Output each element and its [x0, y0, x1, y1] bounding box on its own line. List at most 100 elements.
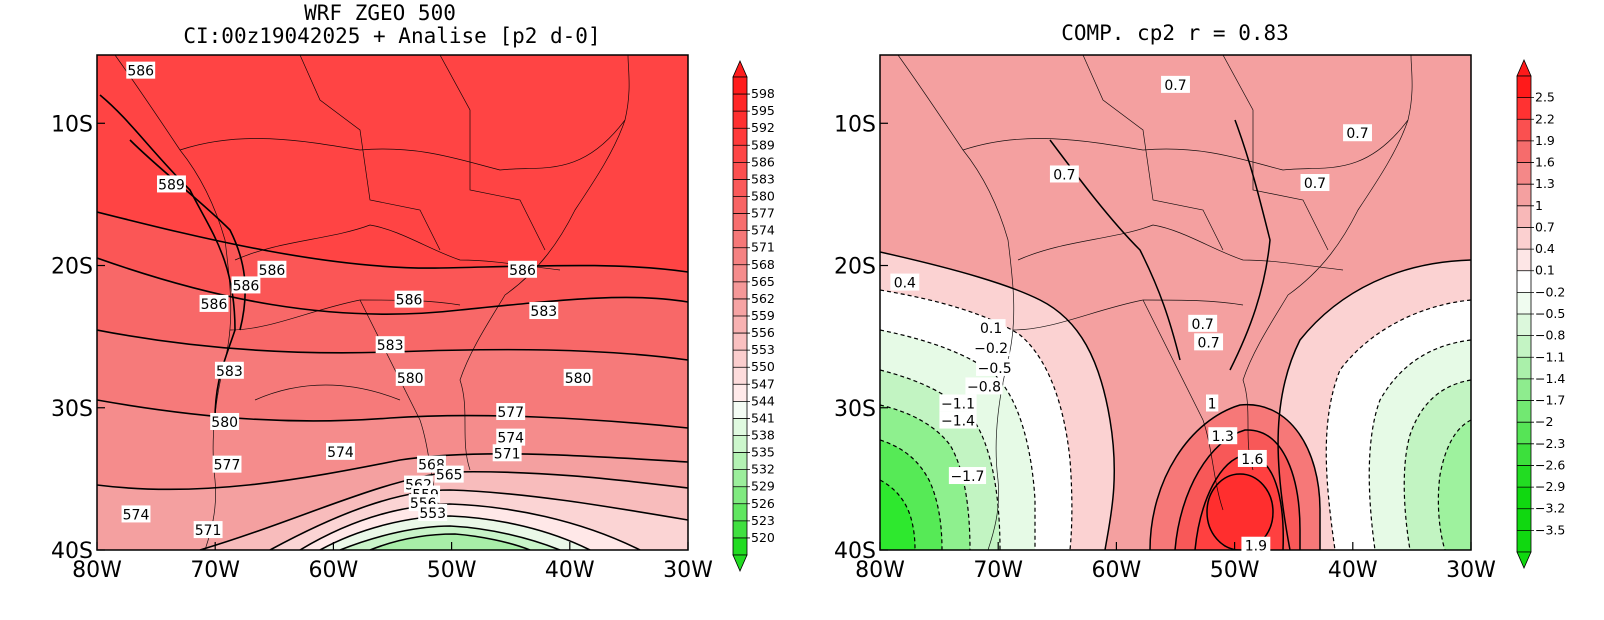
colorbar-bottom-arrow	[732, 554, 748, 572]
contour-label-box	[563, 368, 593, 386]
contour-label: 553	[418, 504, 448, 522]
colorbar-segment	[1517, 162, 1531, 185]
colorbar-segment	[1517, 530, 1531, 553]
contour-label-box	[529, 302, 559, 320]
contour-label-text: 586	[396, 293, 423, 309]
contour-label: 0.7	[1300, 174, 1330, 192]
contour-label: 583	[375, 336, 405, 354]
colorbar-segment	[733, 350, 747, 368]
contour-label-text: 577	[497, 405, 524, 421]
colorbar-tick-label: 547	[751, 376, 775, 391]
colorbar-segment	[1517, 422, 1531, 445]
colorbar-segment	[733, 94, 747, 112]
colorbar-tick-label: 1.9	[1535, 133, 1555, 148]
contour-label-text: 0.7	[1192, 317, 1214, 333]
colorbar-tick-label: 1.6	[1535, 155, 1555, 170]
contour-label-box	[976, 358, 1014, 376]
contour-label-box	[976, 319, 1006, 337]
contour-label-box	[939, 411, 977, 429]
contour-label-box	[972, 339, 1010, 357]
colorbar-segment	[733, 333, 747, 351]
colorbar-tick-label: 568	[751, 257, 775, 272]
colorbar-tick-label: −0.2	[1535, 284, 1565, 299]
contour-label: 565	[434, 465, 464, 484]
contour-label-text: 0.1	[980, 321, 1002, 337]
x-tick-label: 70W	[190, 558, 240, 583]
left-heatmap-field	[97, 55, 688, 550]
contour-label-text: 0.7	[1164, 78, 1186, 94]
colorbar-tick-label: 1.3	[1535, 176, 1555, 191]
colorbar-segment	[1517, 227, 1531, 250]
contour-label-text: 583	[530, 304, 557, 320]
colorbar-segment	[1517, 184, 1531, 207]
colorbar-segment	[733, 264, 747, 283]
contour-label-box	[1300, 174, 1330, 192]
colorbar-segment	[733, 520, 747, 539]
contour-label-box	[965, 377, 1003, 395]
colorbar-segment	[1517, 508, 1531, 531]
contour-label-box	[948, 467, 987, 485]
contour-label: 0.7	[1343, 124, 1372, 142]
contour-label: 1.6	[1237, 449, 1267, 468]
colorbar-segment	[733, 316, 747, 334]
contour-label-box	[121, 505, 151, 523]
colorbar-segment	[733, 111, 747, 129]
colorbar-segment	[733, 77, 747, 95]
colorbar-segment	[1517, 314, 1531, 337]
contour-label-text: 565	[436, 468, 463, 484]
contour-label-text: 586	[201, 297, 228, 313]
colorbar-tick-label: 2.5	[1535, 90, 1555, 105]
y-tick-label: 20S	[51, 255, 93, 280]
colorbar-segment	[1517, 97, 1531, 120]
contour-label-box	[1237, 449, 1267, 467]
y-tick-label: 40S	[834, 539, 876, 564]
contour-label-box	[1241, 536, 1271, 554]
x-tick-label: 50W	[1210, 558, 1260, 583]
contour-label: 586	[231, 276, 261, 294]
colorbar-tick-label: 0.4	[1535, 241, 1555, 256]
contour-label-text: 571	[494, 446, 521, 462]
contour-label: 574	[496, 428, 526, 447]
x-tick-label: 30W	[663, 558, 713, 583]
contour-label: −0.8	[965, 377, 1003, 395]
colorbar-tick-label: −1.1	[1535, 349, 1565, 364]
contour-label-text: −1.1	[941, 396, 975, 412]
colorbar-top-arrow	[732, 60, 748, 78]
contour-label-text: 583	[377, 338, 404, 354]
contour-label-box	[1205, 394, 1219, 412]
contour-label-text: 0.7	[1346, 126, 1368, 142]
colorbar-tick-label: −2.3	[1535, 436, 1565, 451]
colorbar-segment	[1517, 119, 1531, 142]
right-contour-labels: 0.7 0.7 0.7 0.7 0.4 0.1 −0.2 −0.5 −0.8−1.1 −1.4 0.…	[890, 75, 1372, 555]
contour-label: 574	[121, 505, 151, 523]
y-tick-label: 30S	[51, 397, 93, 422]
colorbar-segment	[1517, 249, 1531, 272]
contour-label-box	[1188, 314, 1218, 332]
contour-label-text: 586	[233, 278, 260, 294]
contour-label-text: 586	[127, 64, 154, 80]
contour-label-text: 574	[327, 445, 354, 461]
colorbar-tick-label: −1.4	[1535, 371, 1565, 386]
contour-label: 574	[326, 442, 355, 461]
colorbar-tick-label: 0.7	[1535, 219, 1555, 234]
colorbar-tick-label: 592	[751, 120, 775, 135]
colorbar-top-arrow	[1516, 59, 1532, 77]
contour-label: 586	[508, 260, 537, 279]
colorbar-tick-label: −3.5	[1535, 522, 1565, 537]
contour-label: 589	[157, 175, 186, 193]
contour-label: 0.7	[1161, 75, 1190, 94]
colorbar-tick-label: 589	[751, 137, 775, 152]
contour-label-box	[434, 465, 464, 483]
contour-label: 586	[394, 290, 424, 309]
right-map-borders	[897, 55, 1413, 550]
x-tick-label: 70W	[973, 558, 1023, 583]
colorbar-segment	[1517, 443, 1531, 466]
colorbar-segment	[733, 196, 747, 215]
contour-label-text: 553	[419, 506, 446, 522]
contour-label-box	[126, 61, 156, 79]
colorbar-segment	[733, 162, 747, 180]
colorbar-tick-label: 586	[751, 154, 775, 169]
contour-label: −1.7	[948, 467, 987, 485]
contour-label-box	[418, 504, 448, 522]
colorbar-segment	[1517, 76, 1531, 99]
